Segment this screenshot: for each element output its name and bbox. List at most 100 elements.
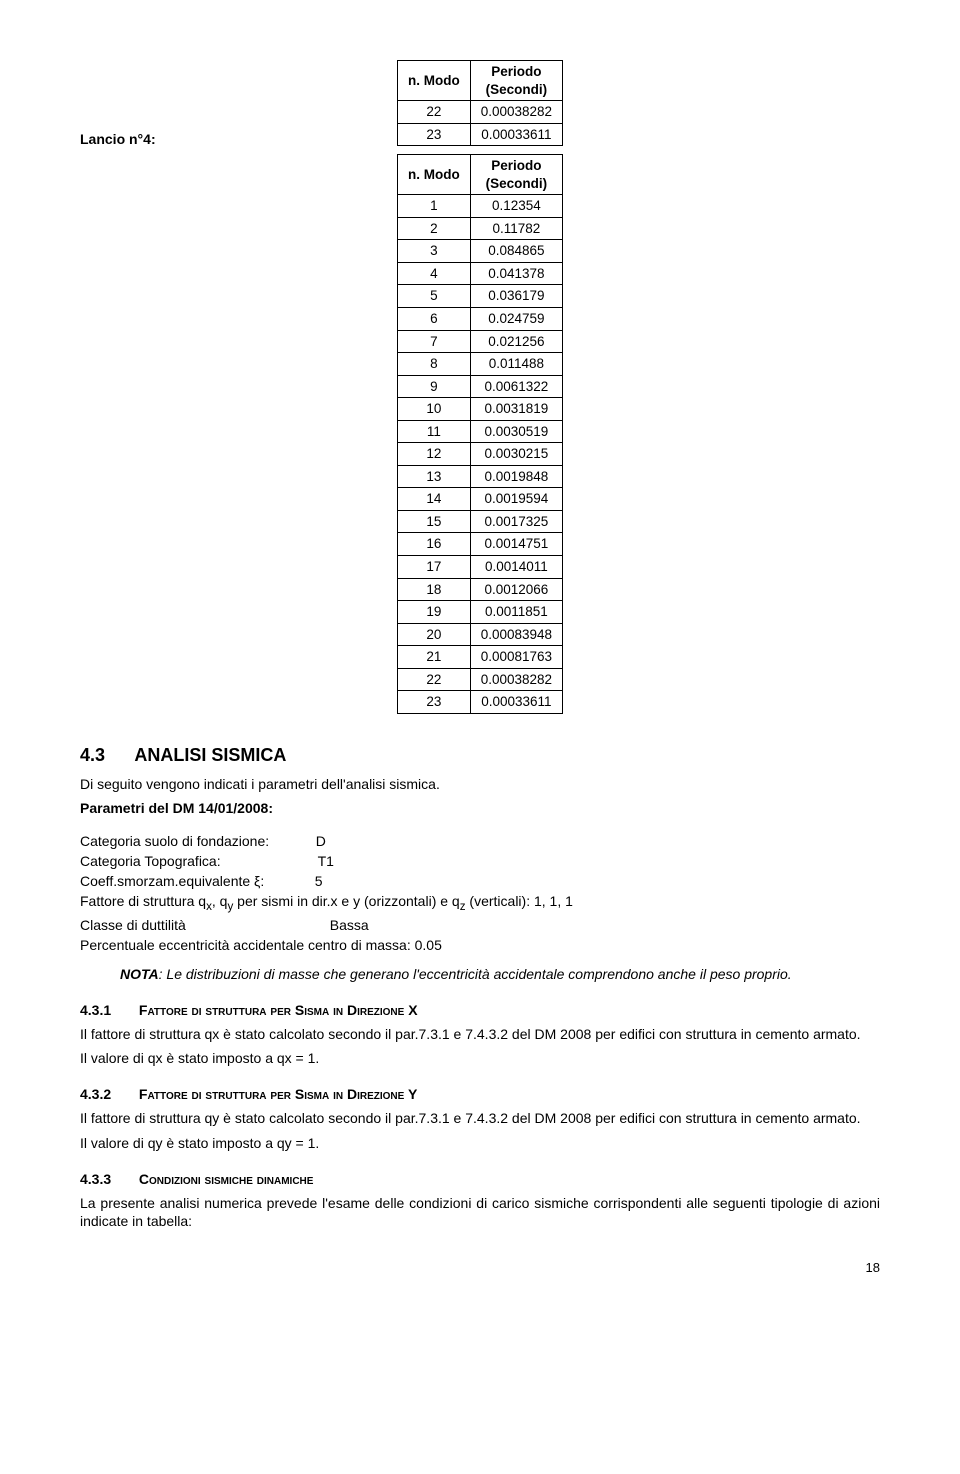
table-row: 130.0019848: [397, 465, 562, 488]
note-body: : Le distribuzioni di masse che generano…: [159, 966, 792, 982]
table-cell: 0.036179: [470, 285, 562, 308]
table-row: 220.00038282: [397, 668, 562, 691]
table-cell: 13: [397, 465, 470, 488]
table2-wrap: n. Modo Periodo (Secondi) 10.1235420.117…: [80, 154, 880, 714]
table-cell: 4: [397, 262, 470, 285]
table-cell: 0.021256: [470, 330, 562, 353]
sub1-num: 4.3.1: [80, 1001, 135, 1019]
table-cell: 0.0017325: [470, 510, 562, 533]
table-cell: 12: [397, 443, 470, 466]
table-row: 210.00081763: [397, 646, 562, 669]
param-smorz: Coeff.smorzam.equivalente ξ: 5: [80, 872, 880, 890]
subsection-2: 4.3.2 Fattore di struttura per Sisma in …: [80, 1085, 880, 1103]
table-cell: 0.041378: [470, 262, 562, 285]
table-cell: 21: [397, 646, 470, 669]
table-cell: 0.0019848: [470, 465, 562, 488]
note: NOTA: Le distribuzioni di masse che gene…: [120, 965, 880, 983]
table-row: 30.084865: [397, 240, 562, 263]
table-cell: 0.00081763: [470, 646, 562, 669]
section-heading: 4.3 ANALISI SISMICA: [80, 744, 880, 767]
table-row: 80.011488: [397, 353, 562, 376]
table-cell: 0.11782: [470, 217, 562, 240]
intro-1: Di seguito vengono indicati i parametri …: [80, 775, 880, 793]
table-row: 100.0031819: [397, 398, 562, 421]
table-cell: 0.0019594: [470, 488, 562, 511]
sub3-title: Condizioni sismiche dinamiche: [139, 1171, 314, 1187]
subsection-3: 4.3.3 Condizioni sismiche dinamiche: [80, 1170, 880, 1188]
sub1-p1: Il fattore di struttura qx è stato calco…: [80, 1025, 880, 1043]
table-cell: 23: [397, 691, 470, 714]
table-row: 200.00083948: [397, 623, 562, 646]
table-cell: 0.00033611: [470, 691, 562, 714]
table-row: 60.024759: [397, 308, 562, 331]
params-block: Categoria suolo di fondazione: D Categor…: [80, 832, 880, 955]
table-cell: 0.0014011: [470, 556, 562, 579]
table-cell: 11: [397, 420, 470, 443]
table-cell: 0.12354: [470, 195, 562, 218]
table-cell: 0.0031819: [470, 398, 562, 421]
table-row: 140.0019594: [397, 488, 562, 511]
table-row: 20.11782: [397, 217, 562, 240]
t2-h1: Periodo (Secondi): [470, 155, 562, 195]
param-suolo: Categoria suolo di fondazione: D: [80, 832, 880, 850]
t2-h0: n. Modo: [397, 155, 470, 195]
modal-table-1: n. Modo Periodo (Secondi) 220.0003828223…: [397, 60, 563, 146]
table-cell: 19: [397, 601, 470, 624]
subsection-1: 4.3.1 Fattore di struttura per Sisma in …: [80, 1001, 880, 1019]
table-row: 190.0011851: [397, 601, 562, 624]
table1-wrap: n. Modo Periodo (Secondi) 220.0003828223…: [80, 60, 880, 146]
page-number: 18: [80, 1260, 880, 1277]
table-row: 40.041378: [397, 262, 562, 285]
table-cell: 0.00033611: [470, 123, 562, 146]
table-cell: 22: [397, 668, 470, 691]
t1-h1: Periodo (Secondi): [470, 61, 562, 101]
sub3-p1: La presente analisi numerica prevede l'e…: [80, 1194, 880, 1230]
sub3-num: 4.3.3: [80, 1170, 135, 1188]
param-duttilita: Classe di duttilità Bassa: [80, 916, 880, 934]
modal-table-2: n. Modo Periodo (Secondi) 10.1235420.117…: [397, 154, 563, 714]
table-cell: 15: [397, 510, 470, 533]
tables-block: n. Modo Periodo (Secondi) 220.0003828223…: [80, 60, 880, 714]
table-row: 50.036179: [397, 285, 562, 308]
table-row: 120.0030215: [397, 443, 562, 466]
table-row: 70.021256: [397, 330, 562, 353]
table-cell: 7: [397, 330, 470, 353]
table-row: 180.0012066: [397, 578, 562, 601]
sub1-p2: Il valore di qx è stato imposto a qx = 1…: [80, 1049, 880, 1067]
param-fattore: Fattore di struttura qx, qy per sismi in…: [80, 892, 880, 914]
sub2-num: 4.3.2: [80, 1085, 135, 1103]
t1-h0: n. Modo: [397, 61, 470, 101]
table-cell: 0.00083948: [470, 623, 562, 646]
sub2-p1: Il fattore di struttura qy è stato calco…: [80, 1109, 880, 1127]
intro-2: Parametri del DM 14/01/2008:: [80, 799, 880, 817]
lancio-label: Lancio n°4:: [80, 130, 156, 148]
table-cell: 18: [397, 578, 470, 601]
note-label: NOTA: [120, 966, 159, 982]
table-cell: 17: [397, 556, 470, 579]
table-cell: 0.011488: [470, 353, 562, 376]
table-cell: 0.0061322: [470, 375, 562, 398]
section-title: ANALISI SISMICA: [134, 745, 286, 765]
table-cell: 0.084865: [470, 240, 562, 263]
table-row: 160.0014751: [397, 533, 562, 556]
table-row: 220.00038282: [397, 101, 562, 124]
table-cell: 0.0030519: [470, 420, 562, 443]
param-ecc: Percentuale eccentricità accidentale cen…: [80, 936, 880, 954]
table-row: 230.00033611: [397, 691, 562, 714]
sub1-title: Fattore di struttura per Sisma in Direzi…: [139, 1002, 418, 1018]
table-cell: 1: [397, 195, 470, 218]
sub2-title: Fattore di struttura per Sisma in Direzi…: [139, 1086, 417, 1102]
table-cell: 0.0014751: [470, 533, 562, 556]
table-cell: 14: [397, 488, 470, 511]
table-row: 230.00033611: [397, 123, 562, 146]
table-cell: 10: [397, 398, 470, 421]
table-cell: 23: [397, 123, 470, 146]
table-row: 10.12354: [397, 195, 562, 218]
table-cell: 9: [397, 375, 470, 398]
table-cell: 0.0030215: [470, 443, 562, 466]
table-cell: 22: [397, 101, 470, 124]
table-cell: 3: [397, 240, 470, 263]
table-cell: 0.0012066: [470, 578, 562, 601]
table-cell: 0.00038282: [470, 101, 562, 124]
table-cell: 2: [397, 217, 470, 240]
